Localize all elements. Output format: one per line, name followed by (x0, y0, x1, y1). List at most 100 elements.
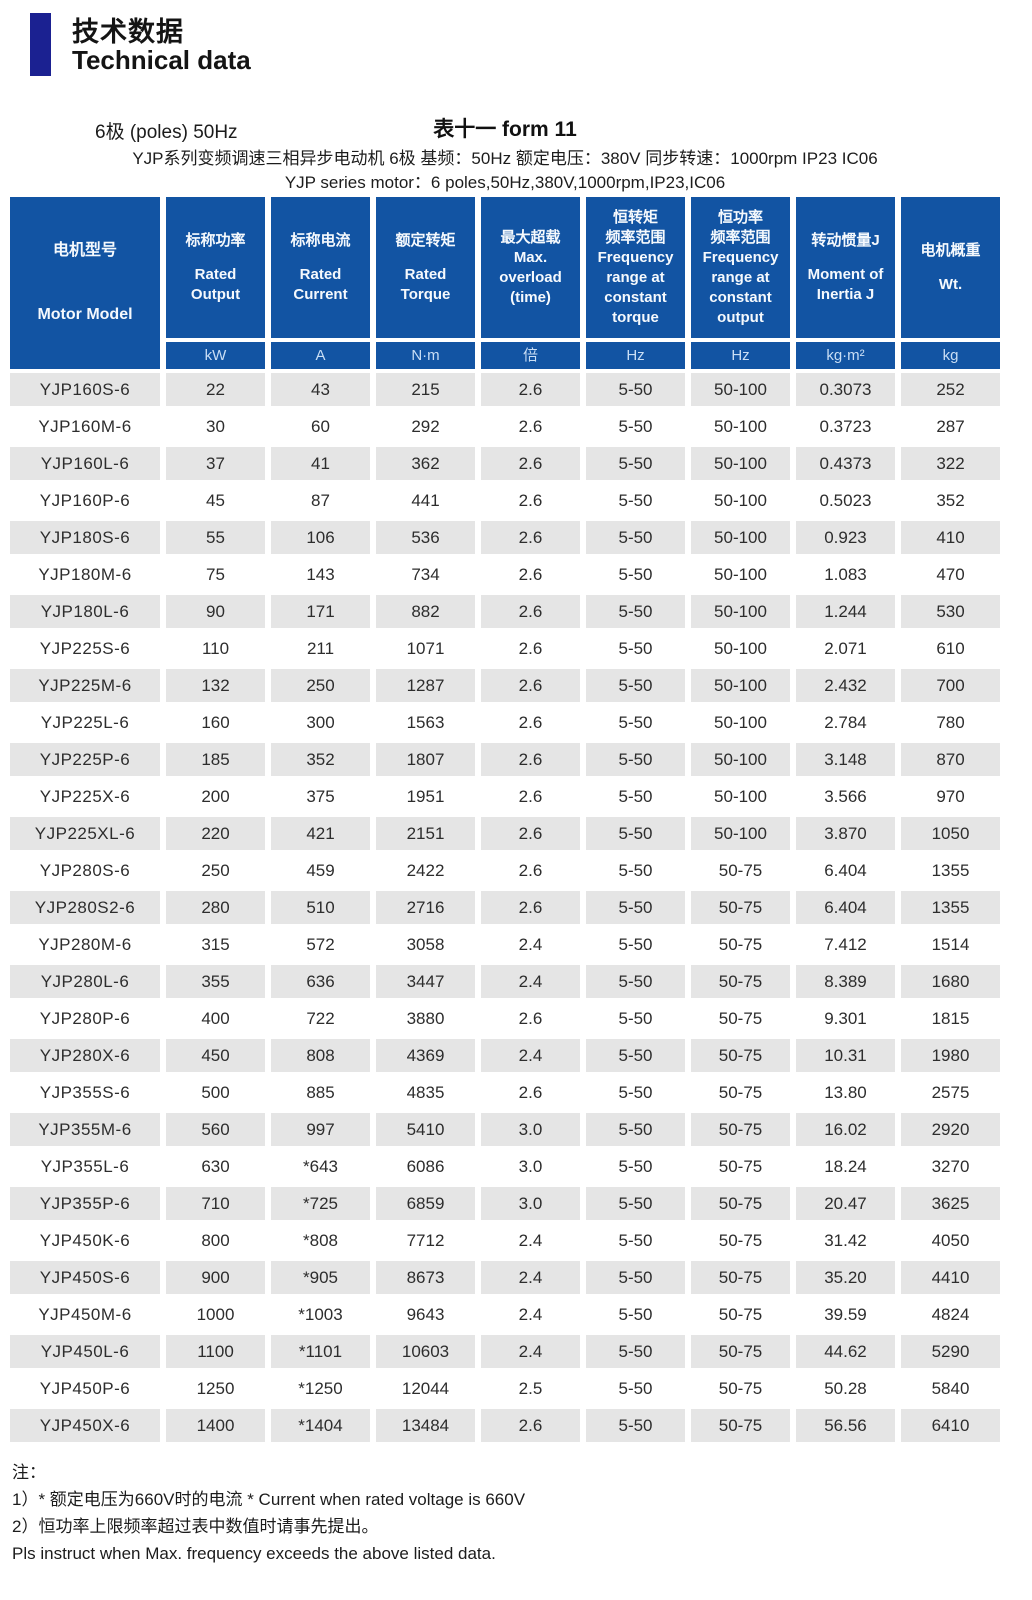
data-cell: 43 (271, 373, 370, 406)
data-cell: 3.0 (481, 1113, 580, 1146)
data-cell: 50.28 (824, 1379, 867, 1398)
data-cell: 30 (206, 417, 225, 436)
data-cell: 1815 (931, 1009, 970, 1028)
motor-model-cell: YJP450K-6 (39, 1231, 131, 1250)
data-cell: 5290 (901, 1335, 1000, 1368)
data-cell: 171 (271, 595, 370, 628)
data-cell: 3.566 (824, 787, 867, 806)
subtitle-poles: 6极 (poles) 50Hz (95, 122, 238, 143)
data-cell: 87 (311, 491, 330, 510)
data-cell: 2.4 (481, 1039, 580, 1072)
column-header-3: 标称电流 Rated Current (271, 197, 370, 338)
data-cell: 610 (936, 639, 965, 658)
data-cell: 450 (166, 1039, 265, 1072)
unit-cell-7: Hz (691, 342, 790, 369)
motor-model-cell: YJP225S-6 (39, 639, 131, 658)
data-cell: 1355 (901, 891, 1000, 924)
data-cell: 287 (936, 417, 965, 436)
data-cell: 5-50 (618, 417, 653, 436)
data-cell: 10603 (376, 1335, 475, 1368)
data-cell: 2716 (376, 891, 475, 924)
data-cell: 5-50 (586, 1335, 685, 1368)
column-header-zh: 额定转矩 (395, 231, 456, 249)
data-cell: 5-50 (586, 1113, 685, 1146)
data-cell: 50-100 (691, 669, 790, 702)
data-cell: 1287 (376, 669, 475, 702)
data-cell: 2.6 (518, 713, 543, 732)
data-cell: 160 (201, 713, 230, 732)
data-cell: 5-50 (618, 491, 653, 510)
data-cell: 2.6 (481, 891, 580, 924)
data-cell: 5-50 (618, 787, 653, 806)
data-cell: 560 (166, 1113, 265, 1146)
data-cell: 2.6 (518, 639, 543, 658)
unit-cell-6: Hz (586, 342, 685, 369)
motor-model-cell: YJP280X-6 (10, 1039, 160, 1072)
data-cell: 2920 (901, 1113, 1000, 1146)
data-cell: 50-75 (691, 1039, 790, 1072)
motor-model-cell: YJP225X-6 (39, 787, 131, 806)
table-header: 电机型号 Motor Model 标称功率 Rated Output 标称电流 Rated… (10, 197, 1000, 369)
data-cell: 1980 (901, 1039, 1000, 1072)
note-label: 注： (12, 1463, 46, 1482)
data-cell: 12044 (401, 1379, 450, 1398)
column-header-5: 最大超载 Max. overload (time) (481, 197, 580, 338)
column-header-en: Moment of Inertia J (807, 265, 884, 303)
data-cell: 13.80 (824, 1083, 867, 1102)
motor-model-cell: YJP160L-6 (10, 447, 160, 480)
data-cell: 0.3073 (796, 373, 895, 406)
data-cell: 2422 (406, 861, 445, 880)
data-cell: 700 (901, 669, 1000, 702)
motor-model-cell: YJP450L-6 (10, 1335, 160, 1368)
column-header-en: Wt. (938, 275, 963, 293)
column-header-en: Frequency range at constant output (702, 248, 779, 326)
data-cell: 1807 (376, 743, 475, 776)
data-cell: 1951 (406, 787, 445, 806)
description-zh: YJP系列变频调速三相异步电动机 6极 基频：50Hz 额定电压：380V 同步… (132, 149, 878, 168)
data-cell: 459 (306, 861, 335, 880)
data-cell: 5-50 (618, 935, 653, 954)
data-cell: 250 (201, 861, 230, 880)
data-cell: 4835 (406, 1083, 445, 1102)
data-cell: 50-100 (691, 447, 790, 480)
data-cell: 2.6 (481, 447, 580, 480)
data-cell: 970 (936, 787, 965, 806)
data-cell: 3270 (931, 1157, 970, 1176)
data-cell: 3.870 (796, 817, 895, 850)
data-cell: 315 (201, 935, 230, 954)
data-cell: 2.6 (518, 1083, 543, 1102)
data-cell: 710 (166, 1187, 265, 1220)
motor-model-cell: YJP355P-6 (10, 1187, 160, 1220)
column-header-zh: 标称电流 (290, 231, 351, 249)
data-cell: 3880 (406, 1009, 445, 1028)
data-cell: 106 (271, 521, 370, 554)
column-header-4: 额定转矩 Rated Torque (376, 197, 475, 338)
data-cell: 143 (306, 565, 335, 584)
data-cell: 6410 (901, 1409, 1000, 1442)
data-cell: 2.432 (796, 669, 895, 702)
data-cell: 1000 (196, 1305, 235, 1324)
motor-model-cell: YJP225M-6 (10, 669, 160, 702)
technical-data-table: 电机型号 Motor Model 标称功率 Rated Output 标称电流 Rated… (10, 197, 1000, 1442)
data-cell: *1101 (271, 1335, 370, 1368)
motor-model-cell: YJP280M-6 (38, 935, 132, 954)
data-cell: 800 (201, 1231, 230, 1250)
data-cell: 9643 (406, 1305, 445, 1324)
data-cell: 2.6 (481, 743, 580, 776)
data-cell: 35.20 (796, 1261, 895, 1294)
data-cell: 50-100 (714, 491, 767, 510)
data-cell: 200 (201, 787, 230, 806)
data-cell: 5-50 (618, 713, 653, 732)
data-cell: 5-50 (586, 965, 685, 998)
data-cell: 572 (306, 935, 335, 954)
data-cell: 8673 (376, 1261, 475, 1294)
data-cell: 5-50 (618, 565, 653, 584)
data-cell: 2.6 (518, 417, 543, 436)
data-cell: 50-100 (714, 417, 767, 436)
data-cell: 630 (201, 1157, 230, 1176)
data-cell: 2575 (931, 1083, 970, 1102)
data-cell: 1071 (406, 639, 445, 658)
data-cell: 56.56 (796, 1409, 895, 1442)
data-cell: 50-75 (691, 1261, 790, 1294)
data-cell: 252 (901, 373, 1000, 406)
